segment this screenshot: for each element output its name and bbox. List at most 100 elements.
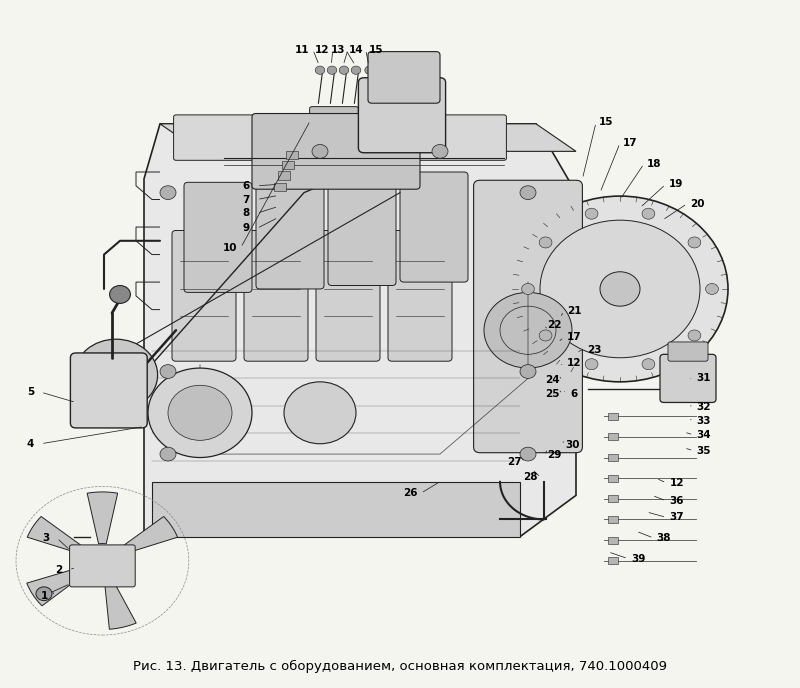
FancyBboxPatch shape: [252, 114, 420, 189]
Bar: [608, 454, 618, 461]
Circle shape: [36, 587, 52, 601]
Text: 30: 30: [566, 440, 580, 450]
Bar: [608, 495, 618, 502]
Text: 5: 5: [26, 387, 34, 397]
Circle shape: [520, 186, 536, 200]
Circle shape: [74, 339, 158, 411]
Text: Рис. 13. Двигатель с оборудованием, основная комплектация, 740.1000409: Рис. 13. Двигатель с оборудованием, осно…: [133, 660, 667, 673]
Text: 17: 17: [567, 332, 582, 342]
Text: 12: 12: [567, 358, 582, 367]
Circle shape: [688, 330, 701, 341]
Text: 23: 23: [587, 345, 602, 354]
Text: 29: 29: [547, 451, 562, 460]
FancyBboxPatch shape: [350, 115, 506, 160]
Text: 3: 3: [42, 533, 50, 543]
Text: 19: 19: [669, 180, 683, 189]
Circle shape: [539, 237, 552, 248]
Bar: [608, 516, 618, 523]
Circle shape: [148, 368, 252, 458]
Text: 21: 21: [567, 306, 582, 316]
Polygon shape: [152, 482, 520, 537]
Text: 35: 35: [697, 446, 711, 455]
Circle shape: [432, 144, 448, 158]
Text: 15: 15: [369, 45, 383, 54]
Circle shape: [160, 365, 176, 378]
FancyBboxPatch shape: [70, 545, 135, 587]
Circle shape: [539, 330, 552, 341]
Text: 18: 18: [647, 159, 662, 169]
FancyBboxPatch shape: [388, 230, 452, 361]
FancyBboxPatch shape: [474, 180, 582, 453]
Circle shape: [315, 66, 325, 74]
Polygon shape: [27, 517, 87, 555]
Text: 36: 36: [670, 496, 684, 506]
Text: 37: 37: [670, 513, 684, 522]
FancyBboxPatch shape: [244, 230, 308, 361]
Text: 12: 12: [670, 478, 684, 488]
Circle shape: [520, 365, 536, 378]
FancyBboxPatch shape: [256, 179, 324, 289]
Text: 9: 9: [243, 224, 250, 233]
Circle shape: [351, 66, 361, 74]
Text: 31: 31: [697, 374, 711, 383]
Text: 10: 10: [223, 243, 238, 252]
Text: 6: 6: [242, 181, 250, 191]
Circle shape: [512, 196, 728, 382]
Text: 15: 15: [599, 118, 614, 127]
Circle shape: [484, 292, 572, 368]
Text: 26: 26: [403, 488, 418, 498]
Circle shape: [600, 272, 640, 306]
Text: 12: 12: [315, 45, 330, 54]
Polygon shape: [26, 566, 87, 606]
FancyBboxPatch shape: [660, 354, 716, 402]
FancyBboxPatch shape: [668, 342, 708, 361]
Bar: [608, 537, 618, 544]
Circle shape: [688, 237, 701, 248]
FancyBboxPatch shape: [368, 52, 440, 103]
Polygon shape: [512, 261, 576, 316]
Bar: [608, 413, 618, 420]
Circle shape: [110, 286, 130, 303]
Circle shape: [85, 546, 120, 576]
Text: 34: 34: [697, 430, 711, 440]
Circle shape: [327, 66, 337, 74]
Text: 13: 13: [330, 45, 345, 54]
Circle shape: [284, 382, 356, 444]
Text: 11: 11: [295, 45, 310, 54]
Text: 4: 4: [26, 439, 34, 449]
Circle shape: [706, 283, 718, 294]
Polygon shape: [104, 577, 136, 630]
Text: 25: 25: [545, 389, 559, 399]
Text: 38: 38: [657, 533, 671, 543]
Polygon shape: [144, 124, 576, 537]
Text: 24: 24: [545, 376, 559, 385]
Circle shape: [585, 358, 598, 369]
Circle shape: [168, 385, 232, 440]
Text: 8: 8: [242, 208, 250, 218]
Bar: [274, 183, 286, 191]
FancyBboxPatch shape: [70, 353, 147, 428]
Circle shape: [339, 66, 349, 74]
FancyBboxPatch shape: [328, 175, 396, 286]
FancyBboxPatch shape: [358, 78, 446, 153]
Bar: [608, 475, 618, 482]
Text: 14: 14: [349, 45, 363, 54]
Circle shape: [520, 447, 536, 461]
Circle shape: [312, 144, 328, 158]
Bar: [286, 151, 298, 159]
FancyBboxPatch shape: [184, 182, 252, 292]
Polygon shape: [118, 517, 178, 555]
Circle shape: [540, 220, 700, 358]
Circle shape: [365, 66, 374, 74]
Circle shape: [642, 208, 655, 219]
Text: 6: 6: [570, 389, 578, 399]
FancyBboxPatch shape: [172, 230, 236, 361]
Text: 27: 27: [507, 458, 522, 467]
Circle shape: [642, 358, 655, 369]
Text: 22: 22: [547, 320, 562, 330]
Circle shape: [522, 283, 534, 294]
Bar: [278, 171, 290, 180]
Circle shape: [585, 208, 598, 219]
Text: 39: 39: [631, 554, 646, 563]
Circle shape: [160, 447, 176, 461]
